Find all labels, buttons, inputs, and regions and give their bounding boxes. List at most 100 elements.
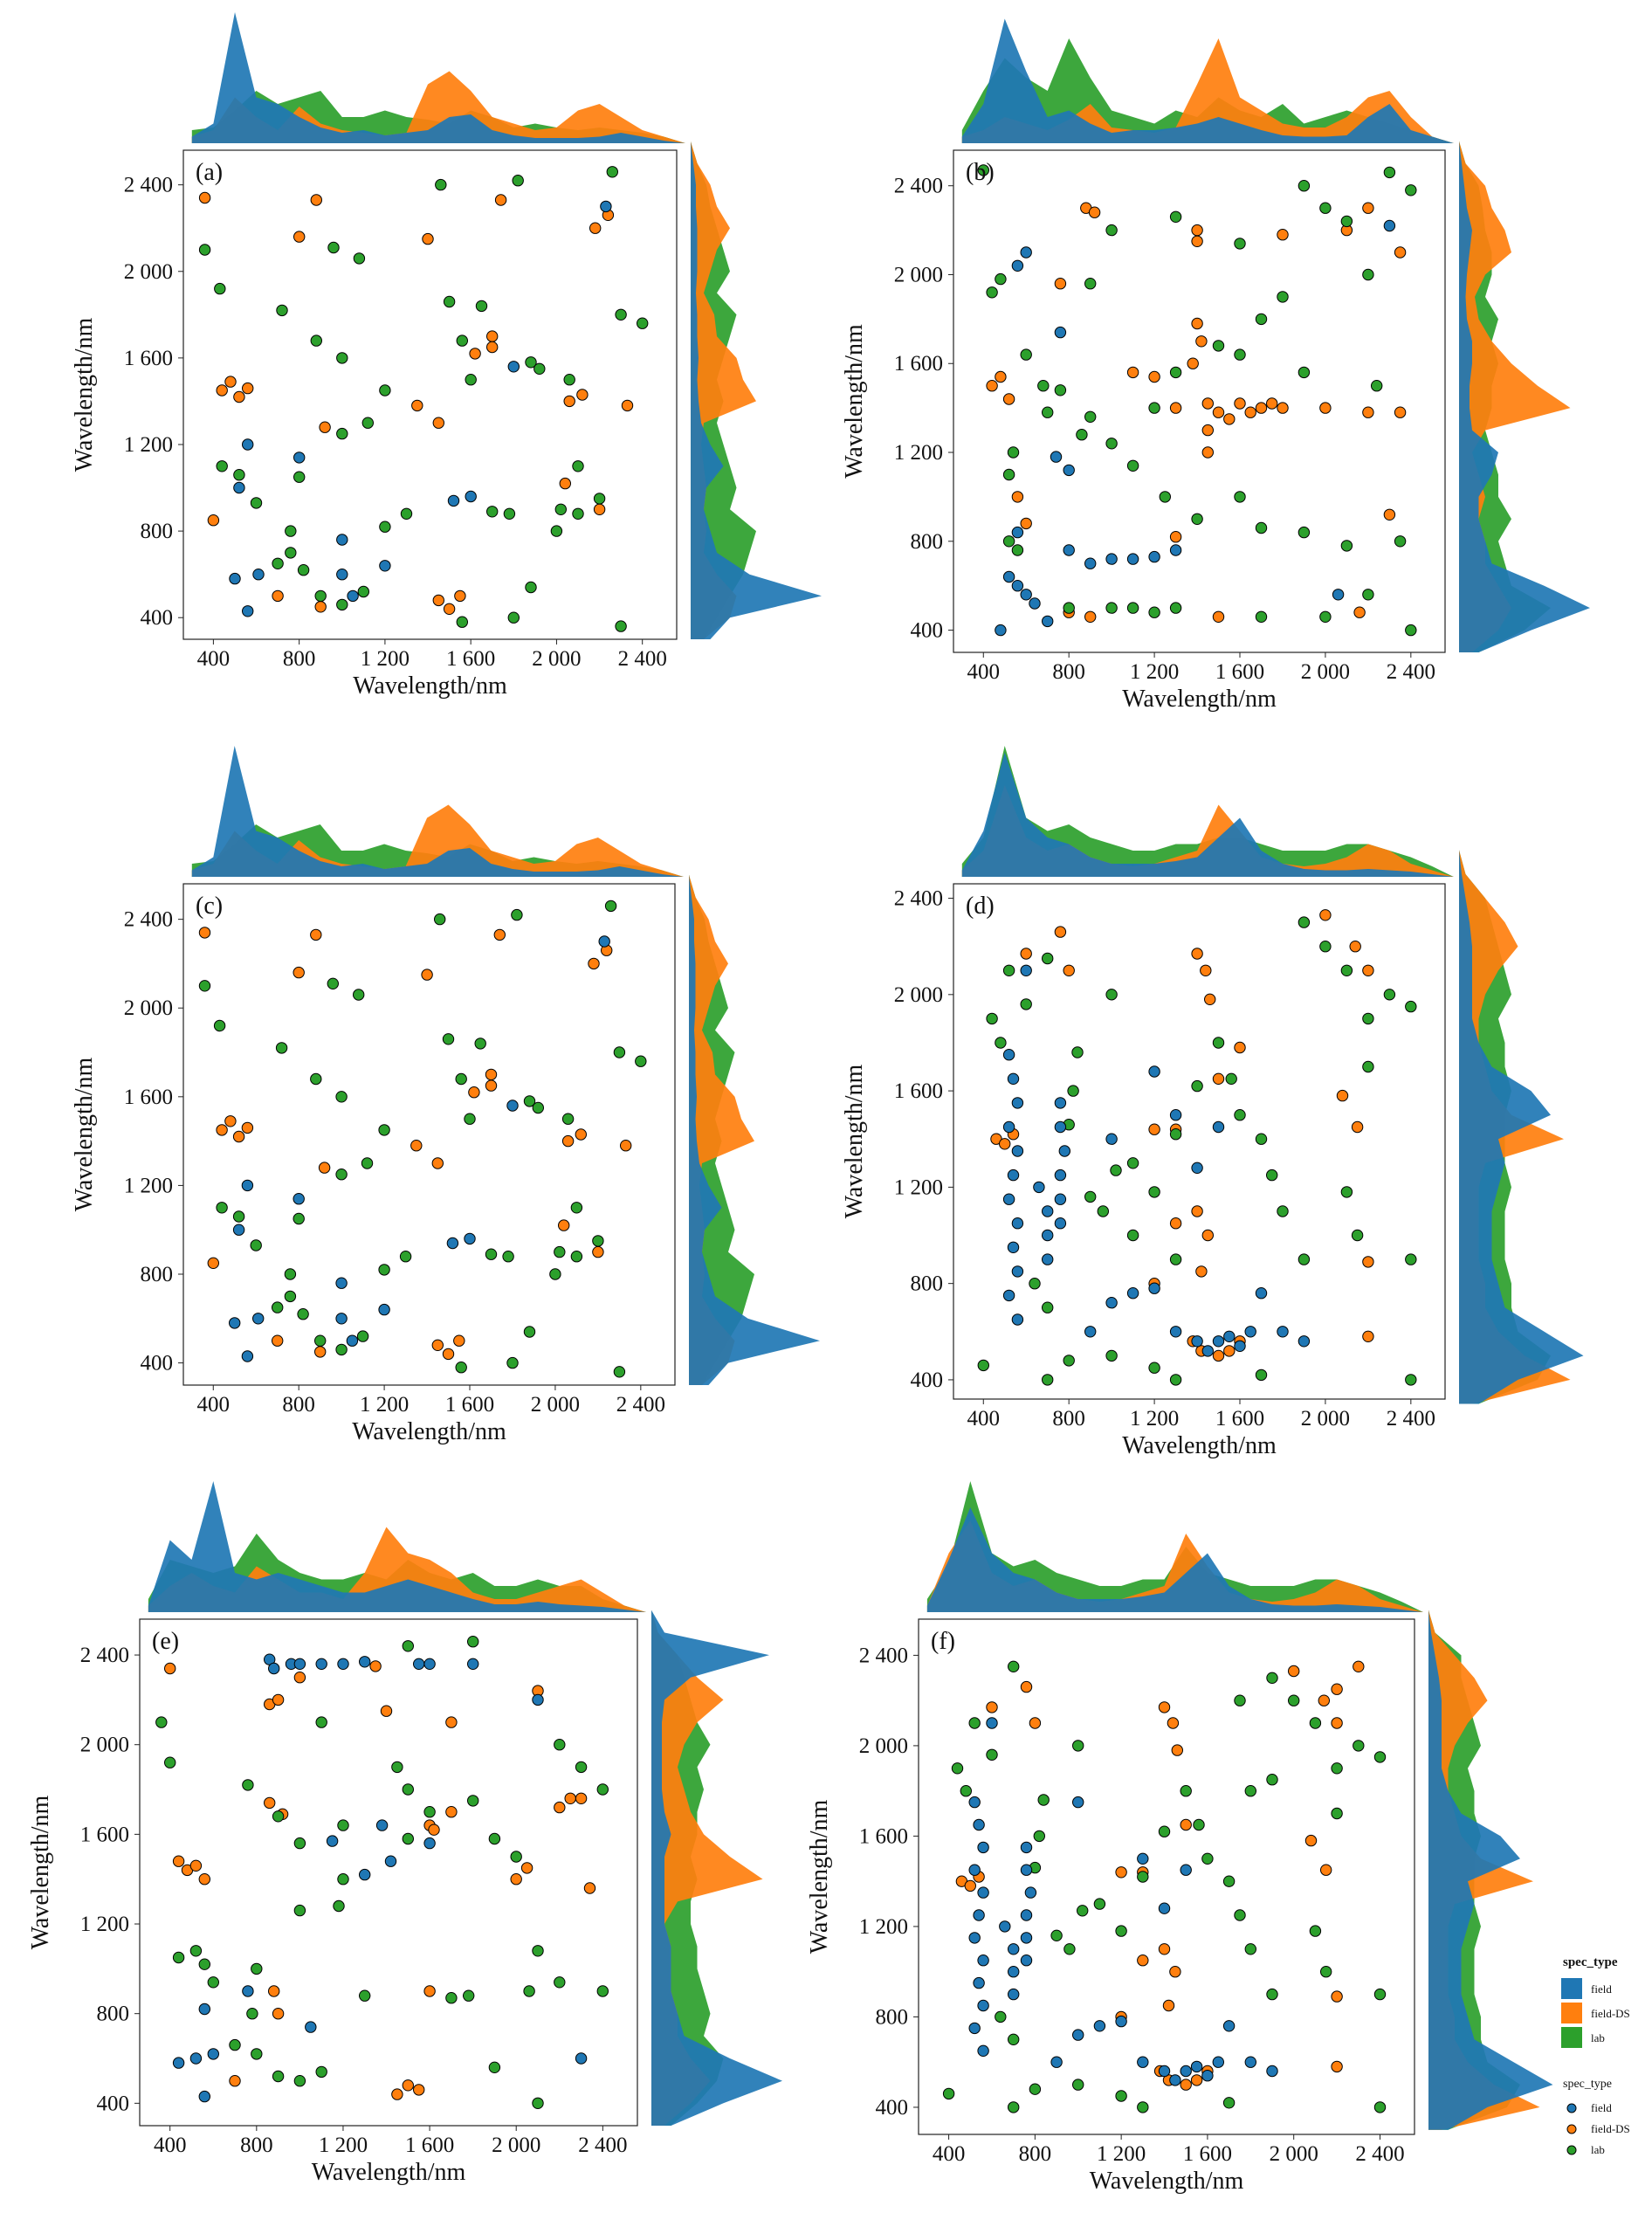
point-lab <box>1225 1072 1237 1086</box>
point-field-DS <box>1234 1041 1246 1054</box>
top-density-4 <box>148 1481 646 1612</box>
point-lab <box>1105 602 1118 614</box>
point-lab <box>606 166 618 178</box>
legend-point-label-lab: lab <box>1591 2143 1605 2156</box>
point-lab <box>1159 491 1172 503</box>
point-field-DS <box>1191 317 1203 330</box>
point-lab <box>1076 429 1088 441</box>
point-lab <box>1020 348 1032 361</box>
point-field <box>229 1317 241 1329</box>
point-field-DS <box>1195 335 1208 348</box>
right-density-3 <box>1459 850 1584 1404</box>
point-field <box>1011 259 1024 272</box>
point-lab <box>1298 526 1311 539</box>
point-field-DS <box>1020 948 1032 960</box>
point-lab <box>250 497 263 509</box>
y-axis-title: Wavelength/nm <box>71 317 98 472</box>
point-lab <box>554 1739 566 1751</box>
point-field-DS <box>224 376 237 388</box>
point-lab <box>310 334 322 347</box>
panel-2: 400 800 1 200 1 600 2 000 2 400 400 800 1 200 1 6… <box>71 746 820 1445</box>
point-field-DS <box>563 395 575 408</box>
point-lab <box>1008 1660 1020 1673</box>
point-lab <box>1405 184 1417 196</box>
x-tick-label: 2 000 <box>1301 660 1350 684</box>
point-field <box>1008 1943 1020 1955</box>
point-field-DS <box>233 390 245 403</box>
point-field-DS <box>1020 517 1032 530</box>
point-lab <box>172 1951 185 1964</box>
y-tick-label: 2 000 <box>894 263 943 286</box>
point-field <box>999 1920 1011 1933</box>
point-field-DS <box>995 370 1007 383</box>
point-field <box>968 1864 981 1876</box>
point-lab <box>1077 1905 1089 1917</box>
point-field-DS <box>268 1985 280 1997</box>
point-field <box>1011 1145 1024 1157</box>
point-field-DS <box>1191 235 1203 247</box>
point-field <box>1020 246 1032 259</box>
right-density-field <box>1459 850 1584 1404</box>
y-tick-label: 1 600 <box>894 1079 943 1103</box>
legend-fill-swatch-field <box>1561 1978 1582 1999</box>
point-lab <box>1169 1128 1182 1141</box>
point-field <box>1042 1229 1054 1242</box>
legend-point-label-field: field <box>1591 2101 1612 2114</box>
point-field-DS <box>1148 1123 1160 1135</box>
x-tick-label: 1 600 <box>446 647 495 671</box>
point-lab <box>402 1832 414 1845</box>
panel-4: 400 800 1 200 1 600 2 000 2 400 400 800 1 200 1 6… <box>27 1481 782 2186</box>
point-field <box>465 490 477 503</box>
point-lab <box>1033 1830 1046 1843</box>
y-tick-label: 2 000 <box>859 1734 908 1758</box>
point-lab <box>995 272 1007 286</box>
point-field-DS <box>232 1130 245 1143</box>
point-lab <box>532 2097 544 2110</box>
panel-3: 400 800 1 200 1 600 2 000 2 400 400 800 1 200 1 6… <box>841 746 1584 1459</box>
point-lab <box>1351 1229 1364 1242</box>
point-field <box>467 1658 479 1671</box>
point-lab <box>379 384 391 396</box>
point-lab <box>207 1976 220 1989</box>
point-field <box>600 200 612 213</box>
legend-point-lab <box>1566 2145 1577 2155</box>
y-tick-label: 2 400 <box>894 887 943 911</box>
point-field <box>1050 451 1063 463</box>
x-tick-label: 2 000 <box>1270 2142 1318 2166</box>
y-tick-label: 800 <box>97 2003 130 2026</box>
point-lab <box>1405 624 1417 637</box>
point-field-DS <box>1331 2060 1343 2073</box>
point-lab <box>1394 535 1407 548</box>
point-field-DS <box>999 1138 1011 1150</box>
y-axis-title: Wavelength/nm <box>71 1057 98 1211</box>
point-lab <box>1169 602 1182 614</box>
point-lab <box>1084 410 1097 423</box>
point-lab <box>1277 1205 1289 1217</box>
point-field-DS <box>310 928 322 941</box>
y-tick-label: 800 <box>141 520 174 543</box>
point-lab <box>1169 1374 1182 1386</box>
point-field-DS <box>198 927 211 939</box>
x-tick-label: 2 400 <box>618 647 667 671</box>
point-field-DS <box>486 341 499 354</box>
x-axis-title: Wavelength/nm <box>1122 1432 1277 1459</box>
point-field-DS <box>1277 402 1289 414</box>
point-field-DS <box>1362 202 1374 214</box>
point-lab <box>272 557 284 569</box>
point-lab <box>1373 2101 1387 2113</box>
point-lab <box>314 1334 327 1347</box>
point-lab <box>1298 916 1311 928</box>
point-lab <box>523 1326 536 1338</box>
point-lab <box>378 1264 390 1276</box>
top-density-field <box>961 752 1454 877</box>
point-lab <box>335 1343 348 1356</box>
point-field-DS <box>293 231 306 243</box>
point-field-DS <box>442 1348 455 1361</box>
legend-fill-label-field: field <box>1591 1982 1612 1996</box>
point-field-DS <box>1362 1256 1374 1268</box>
point-field <box>1072 1796 1084 1809</box>
point-lab <box>276 304 288 317</box>
point-lab <box>272 1301 284 1313</box>
point-field <box>268 1662 280 1675</box>
point-lab <box>523 1095 536 1107</box>
